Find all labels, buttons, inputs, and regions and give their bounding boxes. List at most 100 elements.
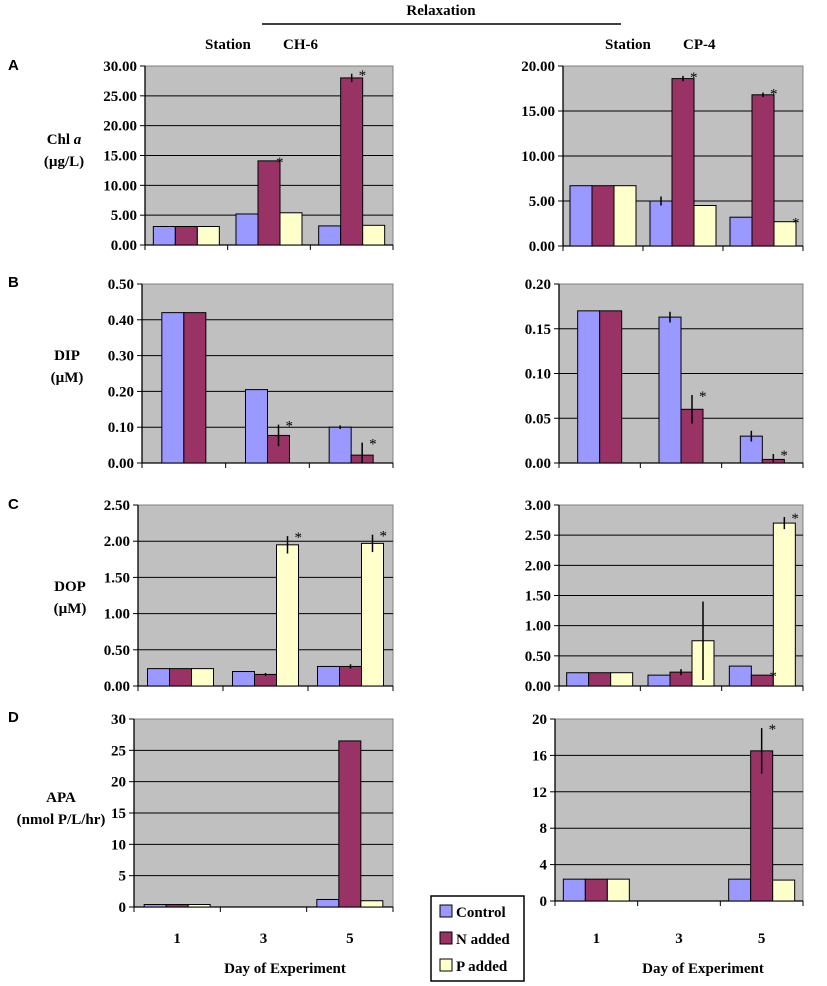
y-tick-label: 8 xyxy=(540,821,548,837)
y-tick-label: 0.10 xyxy=(525,367,551,383)
y-tick-label: 20 xyxy=(532,712,547,728)
y-tick-label: 2.50 xyxy=(525,528,551,544)
panel-label-d: D xyxy=(8,709,19,726)
y-tick-label: 0.40 xyxy=(108,313,134,329)
y-tick-label: 0.15 xyxy=(525,322,551,338)
x-axis-title-right: Day of Experiment xyxy=(642,961,764,977)
y-tick-label: 0.10 xyxy=(108,420,134,436)
y-tick-label: 25.00 xyxy=(103,89,137,105)
y-tick-label: 0.00 xyxy=(529,239,555,255)
x-category-label: 5 xyxy=(346,931,354,947)
bar-p-added-day-3 xyxy=(693,205,717,247)
bar-n-added-day-1 xyxy=(584,878,608,902)
y-tick-label: 0.00 xyxy=(525,679,551,695)
y-tick-label: 20.00 xyxy=(521,59,555,75)
y-tick-label: 0.00 xyxy=(104,679,130,695)
y-tick-label: 0.05 xyxy=(525,411,551,427)
y-axis-label: DIP xyxy=(54,348,80,364)
y-tick-label: 1.50 xyxy=(525,589,551,605)
bar-n-added-day-5 xyxy=(338,740,362,908)
bar-control-day-1 xyxy=(569,185,593,247)
y-tick-label: 10 xyxy=(111,837,126,853)
bar-control-day-3 xyxy=(235,213,259,246)
y-axis-label: (µg/L) xyxy=(44,154,84,170)
bar-n-added-day-1 xyxy=(165,903,189,908)
y-tick-label: 10.00 xyxy=(521,149,555,165)
y-tick-label: 1.50 xyxy=(104,570,130,586)
y-tick-label: 16 xyxy=(532,748,548,764)
y-tick-label: 30.00 xyxy=(103,59,137,75)
bar-control-day-5 xyxy=(318,225,342,246)
panel-label-c: C xyxy=(8,496,19,513)
y-tick-label: 1.00 xyxy=(104,607,130,623)
y-tick-label: 15.00 xyxy=(521,104,555,120)
bar-n-added-day-5 xyxy=(339,665,362,687)
bar-n-added-day-1 xyxy=(599,310,623,464)
bar-control-day-1 xyxy=(152,226,176,246)
bar-control-day-3 xyxy=(658,316,682,464)
legend-swatch-n-added xyxy=(439,931,453,945)
y-tick-label: 2.00 xyxy=(104,534,130,550)
y-tick-label: 0.20 xyxy=(525,277,551,293)
y-tick-label: 25 xyxy=(111,743,126,759)
y-tick-label: 1.00 xyxy=(525,619,551,635)
bar-p-added-day-3 xyxy=(276,544,299,687)
bar-n-added-day-1 xyxy=(183,312,207,464)
significance-star: * xyxy=(369,437,377,453)
y-tick-label: 20 xyxy=(111,775,126,791)
y-tick-label: 0.00 xyxy=(108,456,134,472)
bar-control-day-1 xyxy=(147,668,170,687)
y-tick-label: 0 xyxy=(540,894,548,910)
charts-layer: 0.005.0010.0015.0020.0025.0030.00**AChl … xyxy=(8,57,804,947)
y-tick-label: 5 xyxy=(119,869,127,885)
x-category-label: 3 xyxy=(675,931,683,947)
legend: Control N added P added xyxy=(430,895,525,982)
bar-control-day-5 xyxy=(317,665,340,687)
legend-label-p-added: P added xyxy=(456,959,508,975)
bar-p-added-day-5 xyxy=(362,224,386,246)
bar-control-day-3 xyxy=(647,674,671,687)
y-tick-label: 2.50 xyxy=(104,498,130,514)
y-tick-label: 10.00 xyxy=(103,178,137,194)
significance-star: * xyxy=(780,448,788,464)
y-tick-label: 12 xyxy=(532,785,547,801)
x-axis-title-left: Day of Experiment xyxy=(224,961,346,977)
significance-star: * xyxy=(770,87,778,103)
bar-p-added-day-1 xyxy=(613,185,637,247)
bar-control-day-3 xyxy=(649,200,673,247)
bar-control-day-5 xyxy=(728,665,752,687)
y-tick-label: 4 xyxy=(540,858,548,874)
y-axis-label: (nmol P/L/hr) xyxy=(17,812,106,828)
bar-p-added-day-5 xyxy=(773,221,797,247)
y-axis-label: APA xyxy=(46,790,76,806)
bar-control-day-1 xyxy=(577,310,601,464)
legend-swatch-control xyxy=(439,904,453,918)
bar-p-added-day-5 xyxy=(772,879,796,902)
legend-label-control: Control xyxy=(456,905,506,921)
y-tick-label: 2.00 xyxy=(525,558,551,574)
y-axis-label: (µM) xyxy=(51,370,84,386)
chart-b-cp4: 0.00 0.05 0.10 0.15 0.20 * * xyxy=(525,277,804,472)
chart-a-ch6: 0.00 5.00 10.00 15.00 20.00 25.00 30.00 * * A Chl … xyxy=(8,57,394,254)
bar-p-added-day-3 xyxy=(279,212,303,246)
significance-star: * xyxy=(792,216,800,232)
chart-a-cp4: 0.00 5.00 10.00 15.00 20.00 * * * xyxy=(521,59,804,255)
bar-control-day-1 xyxy=(161,312,185,464)
station-prefix-right: Station xyxy=(605,37,652,53)
chart-b-ch6: 0.00 0.10 0.20 0.30 0.40 0.50 * * B DIP (µM) xyxy=(8,274,394,472)
bar-n-added-day-5 xyxy=(751,94,775,247)
bar-p-added-day-5 xyxy=(360,900,384,908)
plot-area xyxy=(137,504,394,687)
significance-star: * xyxy=(295,530,303,546)
station-name-right: CP-4 xyxy=(683,37,716,53)
significance-star: * xyxy=(380,529,388,545)
y-tick-label: 0 xyxy=(119,900,127,916)
bar-n-added-day-1 xyxy=(169,668,192,687)
y-tick-label: 5.00 xyxy=(111,208,137,224)
significance-star: * xyxy=(276,155,284,171)
bar-control-day-5 xyxy=(316,898,340,908)
y-tick-label: 30 xyxy=(111,712,126,728)
significance-star: * xyxy=(791,511,799,527)
bar-control-day-1 xyxy=(566,672,590,687)
bar-n-added-day-3 xyxy=(254,673,277,687)
